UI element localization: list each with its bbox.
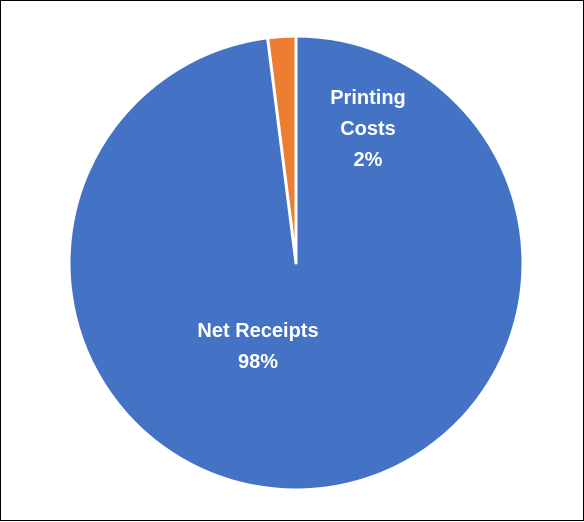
label-printing-costs-name-line2: Costs [340, 118, 396, 140]
pie-slices [67, 34, 525, 492]
pie-labels: Printing Costs 2% Net Receipts 98% [197, 87, 405, 373]
label-net-receipts-percent: 98% [238, 351, 278, 373]
label-printing-costs-percent: 2% [354, 149, 383, 171]
label-net-receipts-name: Net Receipts [197, 320, 318, 342]
pie-slice-net-receipts [67, 34, 525, 492]
label-printing-costs-name-line1: Printing [330, 87, 406, 109]
